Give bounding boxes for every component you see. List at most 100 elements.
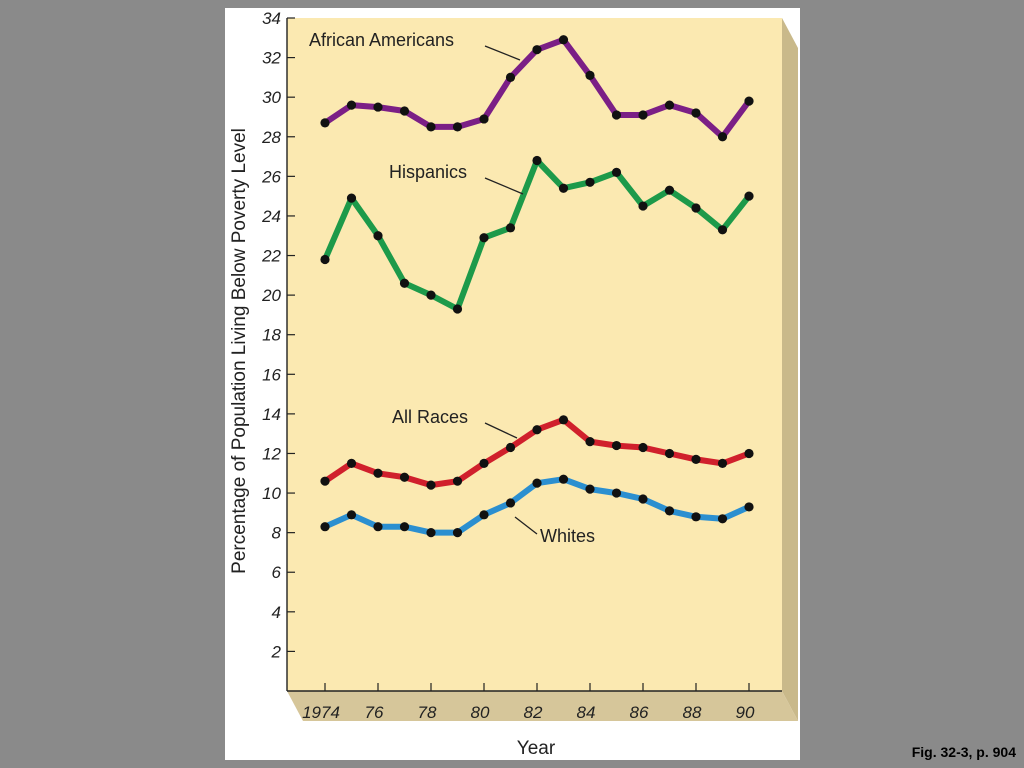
data-point: [399, 278, 410, 288]
data-point: [373, 468, 383, 478]
y-tick-label: 32: [262, 49, 281, 68]
data-point: [664, 506, 675, 516]
x-tick-label: 76: [365, 703, 384, 722]
y-tick-label: 28: [261, 128, 281, 147]
data-point: [399, 522, 410, 532]
data-point: [505, 72, 516, 82]
data-point: [717, 132, 728, 142]
data-point: [744, 96, 754, 106]
data-point: [452, 122, 463, 132]
data-point: [320, 254, 330, 265]
data-point: [479, 114, 489, 124]
data-point: [373, 522, 383, 532]
data-point: [558, 474, 569, 484]
data-point: [585, 70, 595, 81]
data-point: [691, 512, 701, 522]
panel-floor: [287, 691, 798, 721]
data-point: [664, 448, 675, 459]
series-leader-line: [514, 516, 538, 535]
data-point: [452, 476, 463, 486]
series-leader-line: [484, 422, 518, 439]
figure-caption: Fig. 32-3, p. 904: [911, 744, 1016, 760]
data-point: [558, 35, 569, 45]
y-tick-label: 26: [261, 167, 281, 186]
y-tick-label: 2: [271, 642, 282, 661]
y-tick-label: 6: [272, 563, 282, 582]
y-tick-label: 16: [262, 365, 281, 384]
y-axis-title: Percentage of Population Living Below Po…: [229, 128, 250, 574]
data-point: [611, 440, 622, 451]
figure-card: 2 4 6 8 10 12 14 16 18 20 22 24 26 28 30 32 34 1974 76 78 80…: [225, 8, 800, 760]
data-point: [426, 528, 436, 538]
data-point: [691, 108, 701, 118]
data-point: [505, 498, 516, 508]
y-tick-label: 18: [262, 326, 281, 345]
series-label: Hispanics: [389, 162, 467, 182]
data-point: [532, 155, 542, 166]
y-tick-label: 4: [272, 603, 281, 622]
data-point: [664, 100, 675, 110]
data-point: [479, 510, 489, 520]
data-point: [532, 478, 542, 488]
data-point: [744, 502, 754, 512]
x-tick-label: 1974: [302, 703, 340, 722]
data-point: [532, 425, 542, 435]
y-tick-label: 30: [262, 88, 281, 107]
y-tick-label: 12: [262, 444, 281, 463]
plot-panel: [287, 18, 782, 691]
data-point: [585, 484, 595, 494]
data-point: [611, 488, 622, 498]
data-point: [744, 448, 754, 459]
data-point: [638, 110, 648, 120]
data-point: [320, 476, 330, 486]
data-point: [346, 100, 357, 110]
y-tick-label: 14: [262, 405, 281, 424]
panel-side: [782, 18, 798, 721]
data-point: [558, 415, 569, 425]
data-point: [320, 118, 330, 128]
x-tick-label: 80: [471, 703, 490, 722]
data-point: [717, 225, 728, 235]
x-tick-label: 84: [577, 703, 596, 722]
data-point: [452, 304, 463, 314]
data-point: [717, 514, 728, 524]
data-point: [346, 193, 357, 203]
y-tick-label: 20: [261, 286, 281, 305]
data-point: [426, 480, 436, 490]
y-tick-label: 10: [262, 484, 281, 503]
data-point: [717, 458, 728, 468]
data-point: [744, 191, 754, 201]
data-point: [479, 233, 489, 243]
data-point: [611, 167, 622, 177]
data-point: [399, 106, 410, 116]
y-tick-label: 22: [261, 247, 281, 266]
series-leader-line: [484, 177, 524, 195]
data-point: [373, 231, 383, 241]
data-point: [346, 510, 357, 520]
y-tick-label: 8: [272, 524, 282, 543]
data-point: [320, 522, 330, 532]
data-point: [452, 528, 463, 538]
data-point: [664, 185, 675, 195]
data-point: [479, 458, 489, 468]
x-tick-label: 88: [683, 703, 702, 722]
data-point: [691, 454, 701, 465]
series-label: African Americans: [309, 30, 454, 50]
data-point: [585, 177, 595, 187]
x-tick-label: 86: [630, 703, 649, 722]
x-tick-label: 90: [736, 703, 755, 722]
data-point: [505, 223, 516, 233]
series-label: Whites: [540, 526, 595, 546]
data-point: [638, 201, 648, 211]
data-point: [373, 102, 383, 112]
data-point: [426, 290, 436, 300]
data-point: [638, 494, 648, 504]
x-axis-title: Year: [517, 738, 556, 759]
data-point: [346, 458, 357, 468]
data-point: [399, 472, 410, 482]
data-point: [505, 442, 516, 453]
data-point: [426, 122, 436, 132]
data-point: [611, 110, 622, 120]
y-tick-label: 24: [261, 207, 281, 226]
